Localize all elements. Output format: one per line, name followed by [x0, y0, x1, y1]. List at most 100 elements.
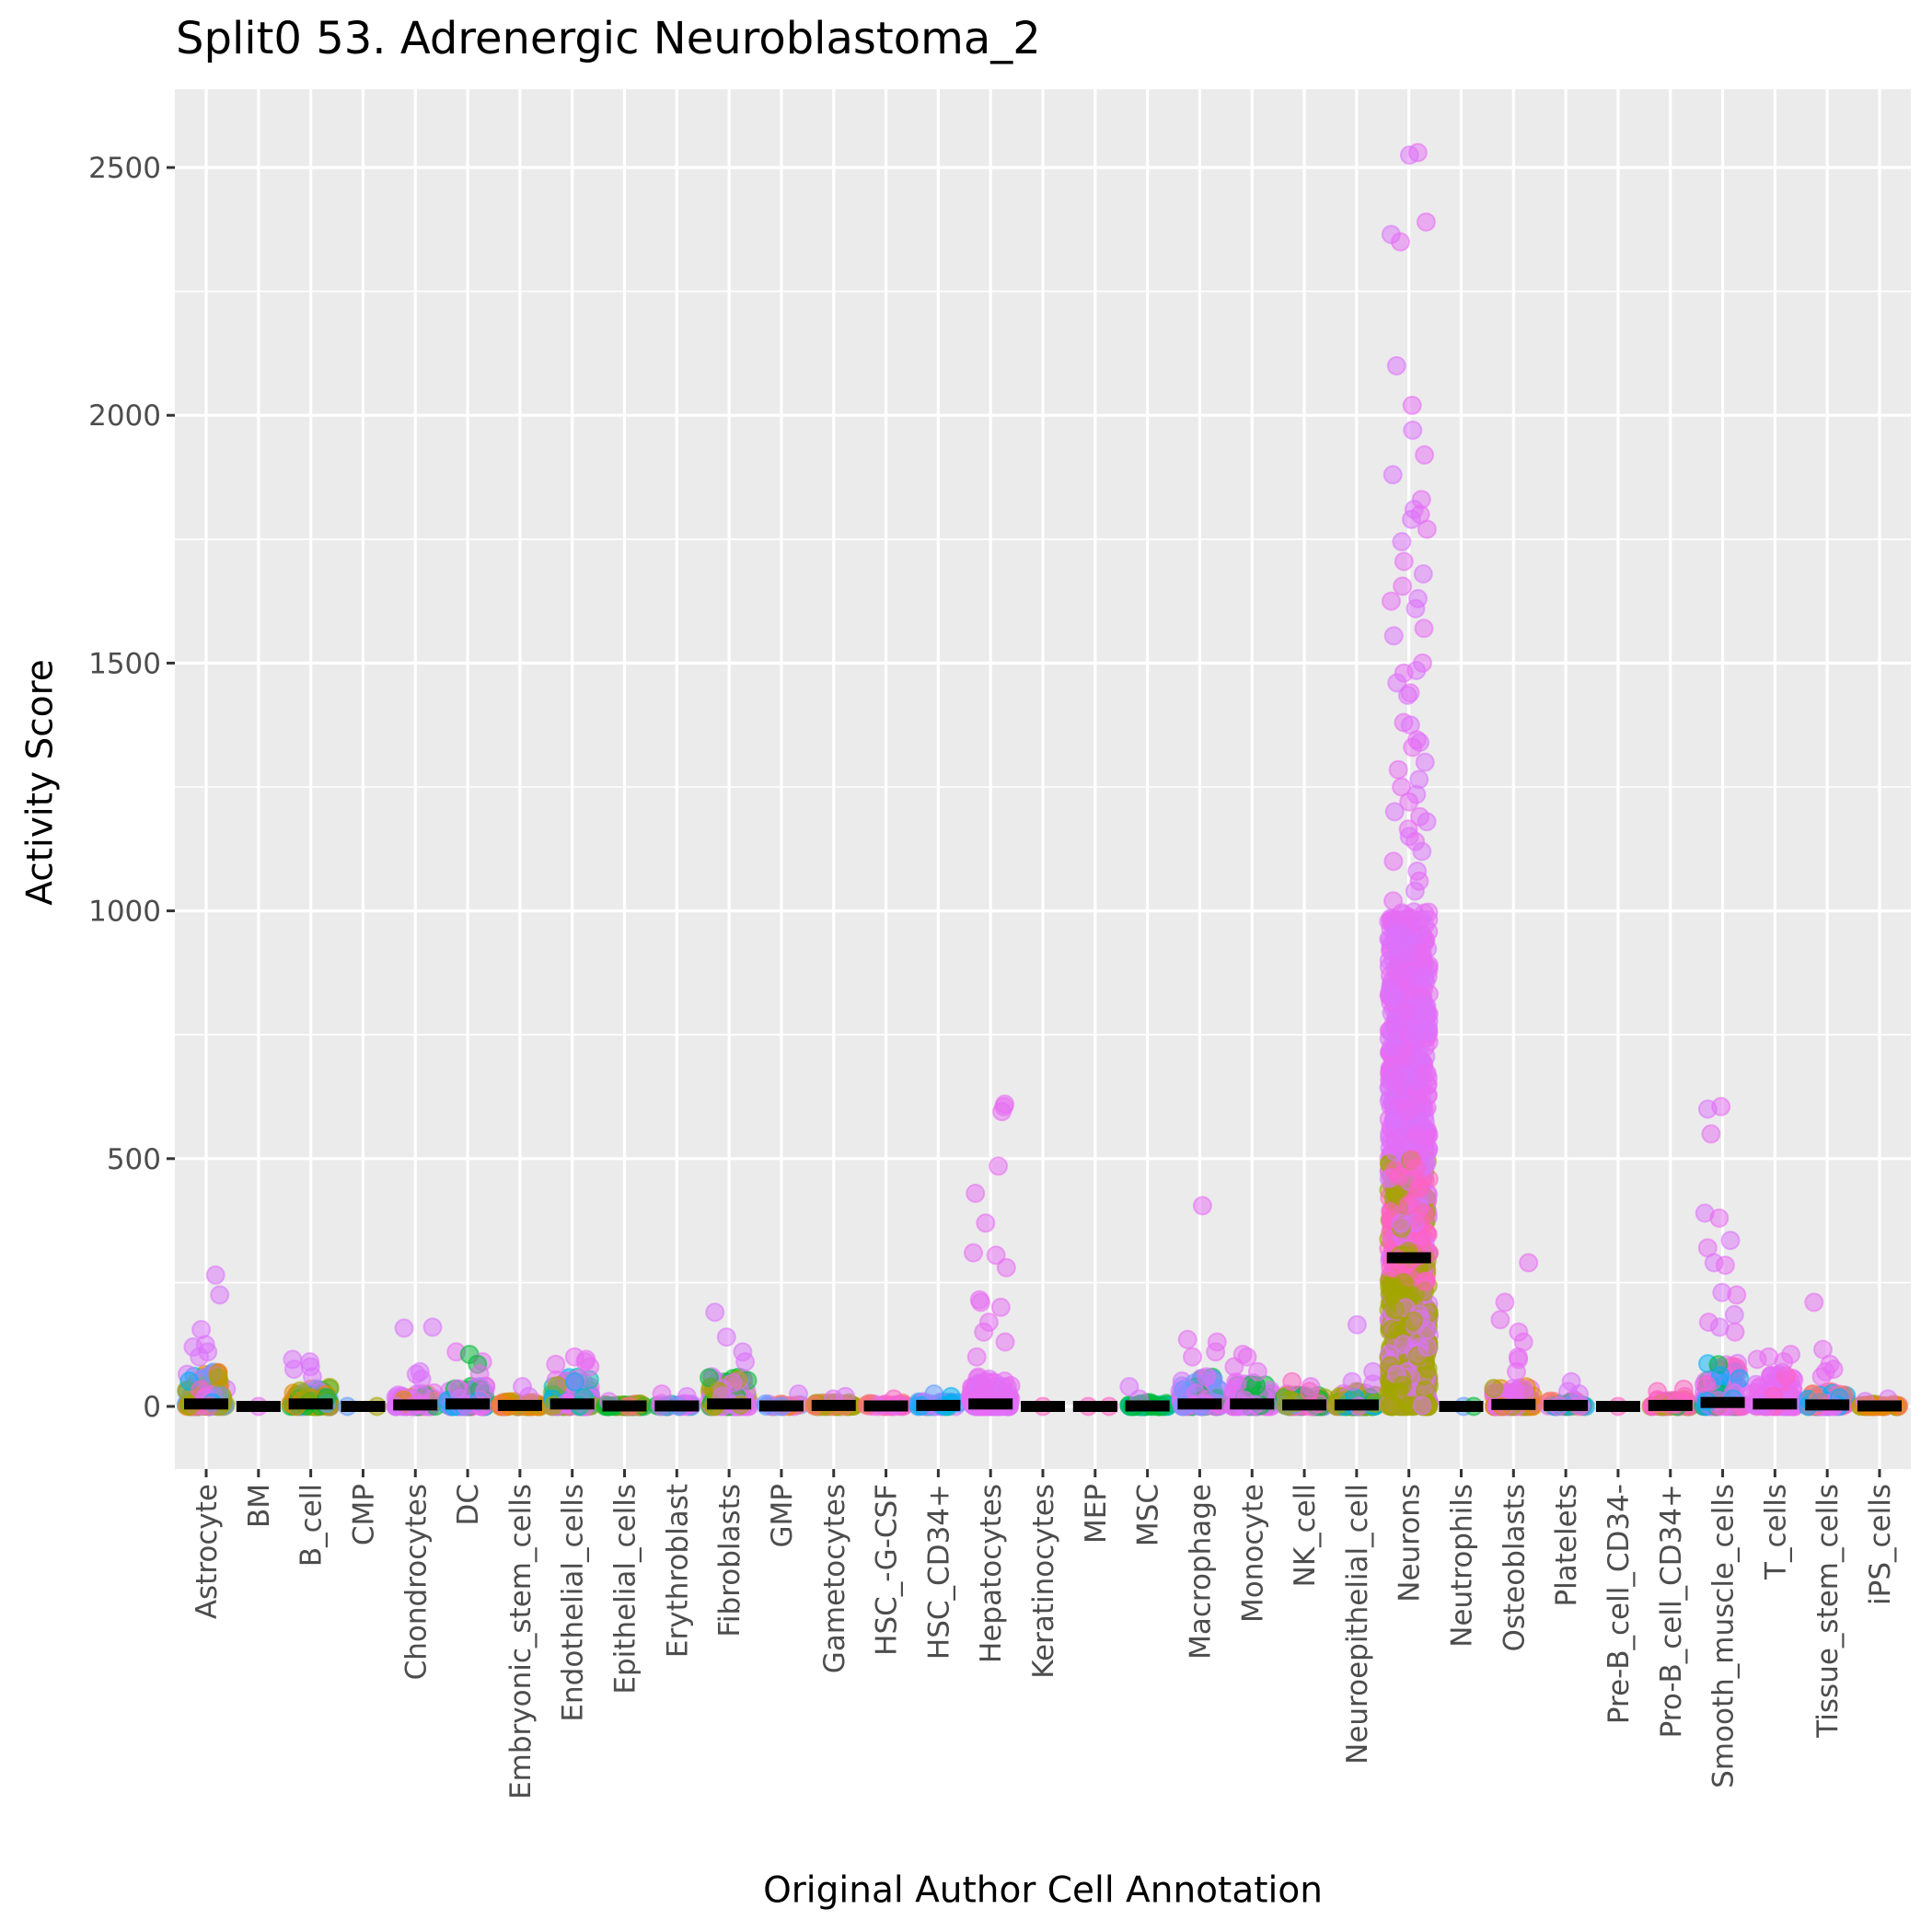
data-point: [1495, 1292, 1515, 1313]
data-point: [974, 1322, 994, 1342]
data-point: [1227, 1374, 1247, 1394]
data-point: [1393, 576, 1413, 596]
x-tick-label: Pro-B_cell_CD34+: [1655, 1484, 1688, 1738]
data-point: [564, 1371, 584, 1392]
data-point: [1414, 1204, 1434, 1224]
y-tick-label: 0: [143, 1391, 161, 1424]
median-bar: [1334, 1399, 1379, 1411]
data-point: [1406, 1158, 1426, 1178]
data-point: [1384, 1300, 1405, 1320]
data-point: [1774, 1352, 1794, 1371]
data-point: [422, 1317, 443, 1337]
median-bar: [811, 1399, 856, 1411]
data-point: [716, 1327, 736, 1348]
median-bar: [341, 1401, 386, 1412]
median-bar: [1072, 1401, 1117, 1412]
x-tick-label: B_cell: [295, 1484, 329, 1567]
median-bar: [916, 1399, 961, 1411]
data-point: [1397, 943, 1417, 963]
x-tick-label: MEP: [1080, 1484, 1113, 1544]
x-tick-label: Macrophage: [1184, 1484, 1217, 1660]
x-tick-label: NK_cell: [1289, 1484, 1322, 1587]
data-point: [580, 1357, 600, 1377]
data-point: [1382, 465, 1403, 485]
data-point: [1417, 519, 1437, 539]
y-tick-label: 1500: [88, 647, 161, 680]
median-bar: [1648, 1399, 1693, 1411]
data-point: [1001, 1375, 1021, 1395]
data-point: [1725, 1322, 1745, 1342]
median-bar: [1125, 1400, 1170, 1412]
data-point: [1388, 759, 1408, 780]
data-point: [992, 1102, 1012, 1122]
data-point: [996, 1257, 1016, 1278]
data-point: [1696, 1375, 1717, 1395]
x-tick-label: Neutrophils: [1446, 1484, 1479, 1648]
median-bar: [1230, 1398, 1275, 1410]
median-bar: [236, 1401, 281, 1412]
data-point: [302, 1367, 322, 1387]
data-point: [1397, 685, 1417, 705]
data-point: [1507, 1361, 1526, 1382]
data-point: [1383, 891, 1404, 911]
median-bar: [968, 1398, 1013, 1410]
data-point: [1403, 737, 1423, 758]
data-point: [1392, 777, 1412, 797]
median-bar: [863, 1400, 908, 1412]
data-point: [1247, 1361, 1267, 1382]
data-point: [1715, 1255, 1735, 1276]
x-tick-label: Embryonic_stem_cells: [504, 1484, 538, 1799]
data-point: [1394, 1044, 1415, 1064]
data-point: [966, 1347, 987, 1367]
x-tick-label: CMP: [347, 1484, 380, 1545]
x-tick-label: Fibroblasts: [713, 1484, 746, 1637]
x-tick-label: Erythroblast: [661, 1484, 694, 1658]
data-point: [1407, 1125, 1428, 1145]
x-tick-label: Endothelial_cells: [557, 1484, 590, 1722]
data-point: [1403, 1311, 1423, 1331]
median-bar: [1700, 1396, 1745, 1408]
data-point: [1192, 1196, 1212, 1216]
data-point: [1383, 626, 1404, 646]
data-point: [1412, 1395, 1432, 1416]
x-tick-label: Smooth_muscle_cells: [1707, 1484, 1741, 1788]
data-point: [1710, 1366, 1730, 1386]
data-point: [971, 1292, 990, 1313]
x-tick-label: Neurons: [1394, 1484, 1427, 1602]
data-point: [1416, 212, 1436, 232]
data-point: [1397, 1101, 1417, 1121]
data-point: [469, 1364, 490, 1384]
data-point: [1411, 1015, 1431, 1035]
data-point: [1382, 1319, 1402, 1339]
data-point: [1747, 1349, 1767, 1370]
data-point: [1413, 564, 1433, 584]
x-tick-label: Epithelial_cells: [609, 1484, 642, 1695]
x-tick-label: BM: [243, 1484, 276, 1528]
data-point: [1396, 1001, 1417, 1021]
data-point: [735, 1352, 756, 1371]
data-point: [1386, 1069, 1406, 1089]
data-point: [1381, 1023, 1401, 1042]
x-tick-label: Pre-B_cell_CD34-: [1602, 1484, 1636, 1724]
data-point: [1392, 1375, 1412, 1395]
data-point: [546, 1354, 566, 1374]
data-point: [976, 1371, 996, 1392]
median-bars: [184, 1252, 1902, 1412]
x-tick-label: Gametocytes: [818, 1484, 851, 1673]
data-point: [1727, 1285, 1747, 1305]
data-point: [652, 1384, 672, 1404]
y-tick-label: 1000: [88, 896, 161, 929]
data-point: [1385, 925, 1406, 944]
data-point: [1697, 1099, 1718, 1119]
data-point: [1402, 509, 1421, 529]
data-point: [1415, 752, 1435, 772]
data-point: [1394, 551, 1414, 572]
median-bar: [550, 1398, 595, 1410]
data-point: [1490, 1310, 1510, 1330]
median-bar: [1386, 1252, 1431, 1264]
data-point: [1408, 1178, 1429, 1198]
data-point: [1383, 851, 1404, 872]
data-point: [1709, 1208, 1730, 1228]
data-point: [1412, 841, 1432, 862]
data-point: [1384, 802, 1405, 822]
